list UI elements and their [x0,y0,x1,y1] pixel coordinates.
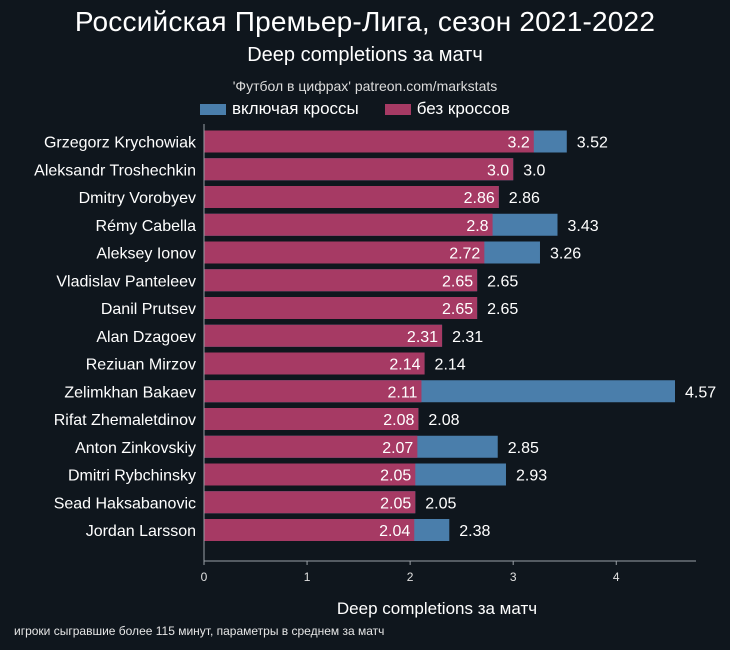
category-label: Anton Zinkovskiy [75,440,196,457]
data-label-without-crosses: 2.14 [389,357,420,374]
data-label-without-crosses: 2.07 [382,440,413,457]
bar-without-crosses [204,241,485,264]
bar-without-crosses [204,380,422,403]
data-label-without-crosses: 2.86 [464,190,495,207]
legend-swatch-with-crosses [200,103,226,115]
data-label-without-crosses: 2.05 [380,468,411,485]
bar-without-crosses [204,435,418,458]
data-label-with-crosses: 2.38 [459,523,490,540]
data-label-with-crosses: 3.52 [577,135,608,152]
x-tick-label: 0 [201,570,208,584]
chart-subtitle: Deep completions за матч [247,44,483,66]
bar-without-crosses [204,297,478,319]
x-tick-label: 1 [304,570,311,584]
bar-without-crosses [204,491,416,514]
data-label-with-crosses: 3.43 [568,218,599,235]
data-label-with-crosses: 2.08 [428,412,459,429]
category-label: Grzegorz Krychowiak [44,135,197,152]
bar-without-crosses [204,352,425,375]
bar-without-crosses [204,324,443,347]
bar-without-crosses [204,213,493,236]
chart-source: 'Футбол в цифрах' patreon.com/markstats [232,78,498,94]
data-label-without-crosses: 2.08 [383,412,414,429]
data-label-with-crosses: 2.05 [425,495,456,512]
data-label-with-crosses: 2.14 [435,357,466,374]
bar-without-crosses [204,408,419,430]
category-label: Sead Haksabanovic [54,495,196,512]
category-label: Vladislav Panteleev [56,273,196,290]
data-label-without-crosses: 2.11 [388,384,418,401]
category-label: Rémy Cabella [96,218,197,235]
chart-title: Российская Премьер-Лига, сезон 2021-2022 [74,6,656,37]
x-tick-label: 3 [510,570,517,584]
data-label-without-crosses: 2.65 [442,301,473,318]
legend-label-without-crosses: без кроссов [416,99,510,118]
data-label-without-crosses: 2.65 [442,273,473,290]
x-tick-label: 2 [407,570,414,584]
x-axis-title: Deep completions за матч [337,599,537,618]
bar-without-crosses [204,463,416,486]
legend-swatch-without-crosses [384,103,411,115]
data-label-with-crosses: 2.31 [452,329,483,346]
category-label: Aleksey Ionov [96,246,196,263]
bar-without-crosses [204,269,478,292]
category-label: Jordan Larsson [86,523,196,540]
bar-without-crosses [204,519,415,541]
data-label-without-crosses: 3.2 [508,135,530,152]
category-label: Alan Dzagoev [96,329,196,346]
data-label-without-crosses: 2.04 [379,523,410,540]
legend-label-with-crosses: включая кроссы [232,99,359,118]
data-label-with-crosses: 2.86 [509,190,540,207]
data-label-without-crosses: 2.72 [449,246,480,263]
legend-item-with-crosses: включая кроссы [200,99,359,119]
category-label: Dmitri Rybchinsky [68,468,196,485]
category-label: Aleksandr Troshechkin [34,162,196,179]
data-label-without-crosses: 2.8 [466,218,488,235]
data-label-with-crosses: 2.85 [508,440,539,457]
category-label: Dmitry Vorobyev [79,190,196,207]
chart-footnote: игроки сыгравшие более 115 минут, параме… [14,624,385,638]
data-label-with-crosses: 2.65 [487,273,518,290]
legend-item-without-crosses: без кроссов [384,99,510,119]
bar-without-crosses [204,158,514,181]
data-label-without-crosses: 2.05 [380,495,411,512]
data-label-without-crosses: 2.31 [407,329,438,346]
category-label: Rifat Zhemaletdinov [54,412,196,429]
data-label-without-crosses: 3.0 [487,162,509,179]
category-label: Zelimkhan Bakaev [64,384,196,401]
bar-without-crosses [204,130,534,153]
data-label-with-crosses: 2.93 [516,468,547,485]
x-tick-label: 4 [613,570,620,584]
category-label: Reziuan Mirzov [86,357,196,374]
data-label-with-crosses: 3.26 [550,246,581,263]
data-label-with-crosses: 2.65 [487,301,518,318]
data-label-with-crosses: 3.0 [523,162,545,179]
category-label: Danil Prutsev [101,301,196,318]
data-label-with-crosses: 4.57 [685,384,716,401]
legend: включая кроссы без кроссов [200,98,536,120]
bar-without-crosses [204,186,499,208]
